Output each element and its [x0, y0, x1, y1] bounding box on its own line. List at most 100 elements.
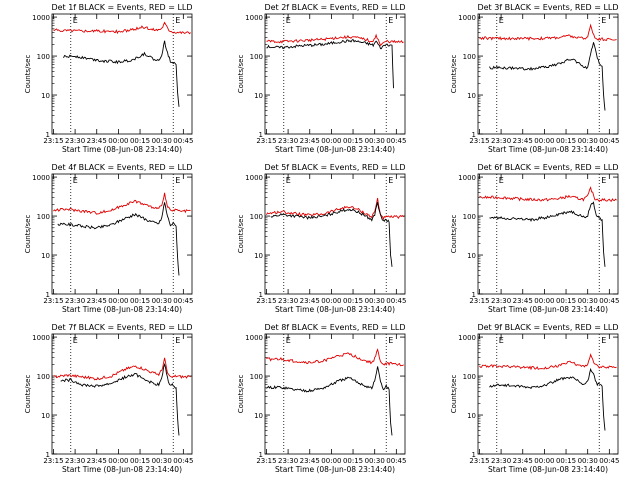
- e-marker-label: E: [175, 176, 180, 185]
- y-tick-label: 1: [46, 131, 50, 139]
- x-tick-label: 00:30: [578, 297, 598, 305]
- y-tick-label: 1: [472, 451, 476, 459]
- x-tick-label: 23:45: [513, 457, 533, 465]
- x-axis-label: Start Time (08-Jun-08 23:14:40): [488, 145, 608, 154]
- plot-frame: [264, 173, 406, 295]
- plot-frame: [51, 13, 193, 135]
- x-tick-label: 00:30: [152, 457, 172, 465]
- e-marker-label: E: [388, 16, 393, 25]
- x-tick-label: 00:45: [599, 457, 619, 465]
- x-tick-label: 00:45: [599, 297, 619, 305]
- y-tick-label: 10: [41, 252, 50, 260]
- series-events-line: [266, 366, 393, 436]
- plot-frame: [264, 13, 406, 135]
- e-marker-label: E: [499, 176, 504, 185]
- x-tick-label: 23:45: [87, 137, 107, 145]
- x-tick-label: 00:00: [321, 297, 341, 305]
- y-tick-label: 100: [463, 53, 476, 61]
- x-tick-label: 23:45: [300, 297, 320, 305]
- x-tick-label: 23:45: [300, 137, 320, 145]
- e-marker-label: E: [388, 176, 393, 185]
- x-axis-label: Start Time (08-Jun-08 23:14:40): [275, 145, 395, 154]
- panel-det-7: Det 7f BLACK = Events, RED = LLD 1 10 100 10…: [24, 323, 193, 474]
- y-tick-label: 100: [250, 213, 263, 221]
- series-events-line: [489, 42, 606, 111]
- x-tick-label: 23:45: [300, 457, 320, 465]
- x-tick-label: 23:45: [87, 297, 107, 305]
- e-marker-label: E: [286, 16, 291, 25]
- x-tick-label: 00:15: [343, 137, 363, 145]
- x-axis-label: Start Time (08-Jun-08 23:14:40): [62, 465, 182, 474]
- series-lld-line: [479, 23, 617, 42]
- y-axis-label: Counts/sec: [24, 375, 32, 414]
- y-tick-label: 10: [467, 252, 476, 260]
- series-lld-line: [266, 33, 404, 47]
- y-tick-label: 1000: [245, 174, 263, 182]
- panel-title: Det 6f BLACK = Events, RED = LLD: [477, 163, 618, 172]
- y-axis-label: Counts/sec: [450, 215, 458, 254]
- y-tick-label: 1000: [458, 14, 476, 22]
- y-tick-label: 1000: [245, 14, 263, 22]
- y-tick-label: 1000: [458, 334, 476, 342]
- x-tick-label: 00:30: [152, 137, 172, 145]
- x-tick-label: 23:15: [469, 137, 489, 145]
- x-tick-label: 23:15: [469, 457, 489, 465]
- series-events-line: [57, 202, 180, 276]
- panel-title: Det 8f BLACK = Events, RED = LLD: [264, 323, 405, 332]
- x-tick-label: 00:30: [365, 297, 385, 305]
- y-tick-label: 100: [463, 373, 476, 381]
- x-tick-label: 00:00: [108, 457, 128, 465]
- plot-frame: [477, 333, 619, 455]
- x-tick-label: 00:30: [152, 297, 172, 305]
- x-tick-label: 23:30: [278, 457, 298, 465]
- e-marker-label: E: [388, 336, 393, 345]
- x-tick-label: 00:30: [365, 457, 385, 465]
- x-axis-label: Start Time (08-Jun-08 23:14:40): [488, 465, 608, 474]
- x-tick-label: 23:45: [513, 137, 533, 145]
- x-tick-label: 00:15: [130, 297, 150, 305]
- series-events-line: [60, 362, 180, 436]
- series-lld-line: [479, 353, 617, 371]
- x-tick-label: 00:00: [108, 137, 128, 145]
- x-tick-label: 23:15: [469, 297, 489, 305]
- x-axis-label: Start Time (08-Jun-08 23:14:40): [275, 465, 395, 474]
- e-marker-label: E: [286, 336, 291, 345]
- x-tick-label: 23:15: [256, 457, 276, 465]
- y-tick-label: 10: [41, 92, 50, 100]
- x-axis-label: Start Time (08-Jun-08 23:14:40): [275, 305, 395, 314]
- y-tick-label: 1: [259, 451, 263, 459]
- plot-frame: [264, 333, 406, 455]
- x-tick-label: 23:45: [87, 457, 107, 465]
- x-tick-label: 23:30: [65, 457, 85, 465]
- x-tick-label: 23:30: [491, 137, 511, 145]
- y-tick-label: 1000: [32, 334, 50, 342]
- y-tick-label: 100: [250, 373, 263, 381]
- x-tick-label: 00:30: [578, 457, 598, 465]
- y-tick-label: 100: [250, 53, 263, 61]
- y-axis-label: Counts/sec: [237, 55, 245, 94]
- e-marker-label: E: [73, 16, 78, 25]
- y-tick-label: 1: [46, 291, 50, 299]
- x-tick-label: 00:45: [173, 457, 193, 465]
- y-tick-label: 1: [472, 131, 476, 139]
- e-marker-label: E: [601, 176, 606, 185]
- y-axis-label: Counts/sec: [450, 375, 458, 414]
- y-tick-label: 10: [254, 92, 263, 100]
- y-tick-label: 10: [41, 412, 50, 420]
- x-tick-label: 00:00: [321, 137, 341, 145]
- plot-frame: [477, 13, 619, 135]
- panel-title: Det 7f BLACK = Events, RED = LLD: [51, 323, 192, 332]
- e-marker-label: E: [499, 16, 504, 25]
- series-events-line: [489, 367, 606, 431]
- x-tick-label: 00:45: [173, 297, 193, 305]
- x-tick-label: 23:30: [278, 137, 298, 145]
- x-tick-label: 23:45: [513, 297, 533, 305]
- y-tick-label: 1000: [32, 174, 50, 182]
- panel-det-6: Det 6f BLACK = Events, RED = LLD 1 10 100 10…: [450, 163, 619, 314]
- x-tick-label: 00:00: [534, 457, 554, 465]
- y-tick-label: 1: [472, 291, 476, 299]
- x-axis-label: Start Time (08-Jun-08 23:14:40): [62, 145, 182, 154]
- series-events-line: [270, 201, 393, 267]
- x-tick-label: 00:45: [599, 137, 619, 145]
